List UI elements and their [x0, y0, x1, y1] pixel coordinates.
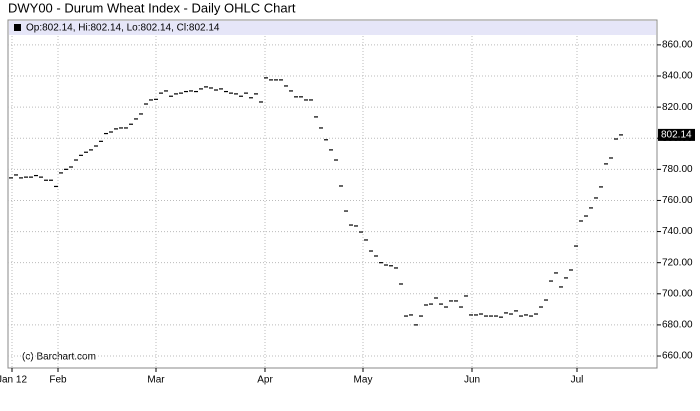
x-tick-label: Jul: [571, 375, 584, 386]
y-tick-label: 840.00: [662, 71, 693, 82]
x-tick-label: Apr: [257, 375, 273, 386]
x-tick-label: Jun: [464, 375, 480, 386]
last-price-box: [658, 128, 695, 141]
y-tick-label: 820.00: [662, 102, 693, 113]
legend-swatch: [14, 24, 21, 31]
y-tick-label: 660.00: [662, 351, 693, 362]
x-tick-label: Feb: [49, 375, 67, 386]
y-tick-label: 740.00: [662, 226, 693, 237]
legend-bar: [9, 21, 656, 35]
x-tick-label: Jan 12: [0, 375, 27, 386]
legend-text: Op:802.14, Hi:802.14, Lo:802.14, Cl:802.…: [26, 23, 220, 34]
plot-frame: [7, 19, 658, 369]
y-tick-label: 680.00: [662, 320, 693, 331]
y-tick-label: 700.00: [662, 288, 693, 299]
y-tick-label: 720.00: [662, 257, 693, 268]
y-tick-label: 780.00: [662, 164, 693, 175]
last-price-label: 802.14: [661, 130, 692, 141]
chart-title: DWY00 - Durum Wheat Index - Daily OHLC C…: [8, 0, 296, 15]
x-tick-label: May: [354, 375, 373, 386]
credit: (c) Barchart.com: [22, 352, 96, 363]
y-tick-label: 860.00: [662, 40, 693, 51]
y-tick-label: 760.00: [662, 195, 693, 206]
x-tick-label: Mar: [147, 375, 165, 386]
